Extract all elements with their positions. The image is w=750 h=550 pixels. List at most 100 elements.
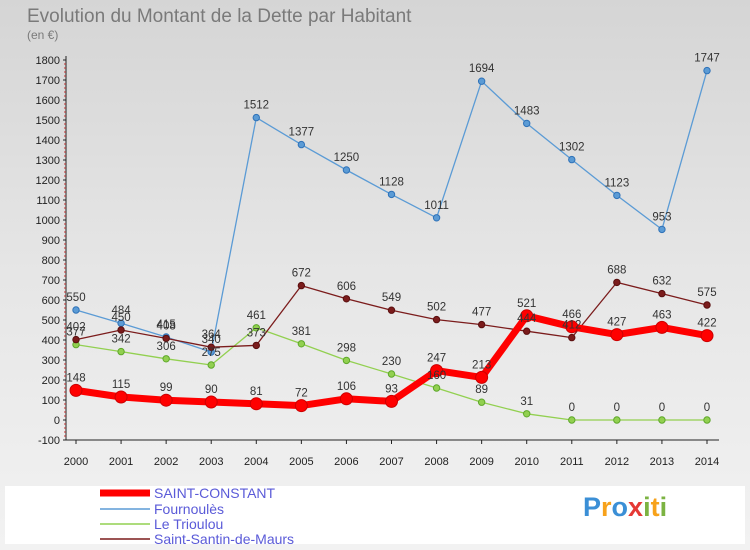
y-tick-label: 800 (42, 255, 60, 267)
data-label-1: 1512 (243, 100, 269, 112)
data-label-0: 106 (337, 381, 356, 393)
y-tick-label: 1500 (36, 115, 60, 127)
data-label-1: 340 (202, 334, 221, 346)
y-tick-label: 900 (42, 235, 60, 247)
data-label-1: 1128 (379, 176, 404, 188)
data-label-2: 0 (659, 402, 665, 414)
series-point-3 (162, 334, 170, 343)
x-tick-label: 2009 (469, 456, 493, 468)
data-label-3: 450 (111, 312, 130, 324)
series-point-3 (207, 343, 215, 351)
series-point-0 (294, 399, 308, 413)
y-tick-label: 500 (42, 315, 60, 327)
data-label-3: 408 (157, 320, 176, 332)
x-tick-label: 2010 (514, 456, 538, 468)
proxiti-logo: Proxiti (583, 492, 667, 522)
data-label-0: 247 (427, 353, 446, 365)
series-point-2 (432, 384, 441, 392)
data-label-1: 953 (652, 211, 671, 223)
legend-label-1: Fournoulès (154, 501, 224, 517)
data-label-1: 1747 (694, 53, 720, 65)
data-label-0: 466 (562, 309, 581, 321)
data-label-3: 477 (472, 307, 491, 319)
chart-title: Evolution du Montant de la Dette par Hab… (27, 6, 412, 27)
data-label-3: 575 (697, 287, 716, 299)
data-label-1: 1483 (514, 105, 540, 117)
series-point-3 (252, 341, 260, 350)
series-point-2 (252, 324, 260, 332)
data-label-3: 688 (607, 264, 626, 276)
series-point-2 (342, 356, 351, 365)
series-point-1 (252, 113, 260, 122)
data-label-3: 364 (202, 329, 222, 341)
data-label-0: 463 (652, 309, 671, 321)
x-tick-label: 2012 (605, 456, 629, 468)
data-label-0: 427 (607, 317, 626, 329)
y-tick-label: 300 (42, 355, 60, 367)
axes: -100010020030040050060070080090010001100… (36, 55, 720, 468)
series-point-2 (703, 416, 711, 424)
data-labels: 5504844153401512137712501128101116941483… (66, 53, 719, 414)
series-point-0 (655, 320, 669, 334)
series-point-1 (387, 190, 396, 199)
series-point-0 (159, 393, 173, 407)
y-tick-label: 1400 (36, 135, 60, 147)
series-point-2 (658, 416, 666, 424)
data-label-2: 306 (157, 341, 176, 353)
data-label-3: 373 (247, 327, 266, 339)
legend-label-3: Saint-Santin-de-Maurs (154, 531, 294, 547)
series-point-0 (700, 329, 714, 343)
series-point-2 (297, 340, 306, 348)
data-label-3: 672 (292, 268, 311, 280)
series-point-3 (703, 301, 711, 309)
x-tick-label: 2013 (650, 456, 674, 468)
data-label-3: 412 (562, 320, 581, 332)
series-point-0 (520, 309, 534, 323)
series-point-1 (658, 225, 666, 234)
series-point-0 (114, 390, 128, 404)
y-tick-label: 1300 (36, 155, 60, 167)
legend-label-0: SAINT-CONSTANT (154, 485, 276, 501)
series-point-2 (568, 416, 576, 424)
series-point-1 (477, 77, 486, 85)
series-point-0 (204, 395, 218, 409)
data-label-2: 89 (475, 384, 488, 396)
x-tick-label: 2014 (695, 456, 719, 468)
x-tick-label: 2001 (109, 456, 133, 468)
series-point-3 (432, 315, 441, 324)
data-label-1: 1694 (469, 63, 495, 75)
data-label-0: 90 (205, 384, 218, 396)
series-layer (69, 66, 714, 424)
data-label-2: 230 (382, 356, 401, 368)
data-label-2: 0 (614, 402, 620, 414)
series-point-3 (477, 320, 486, 329)
series-point-0 (610, 328, 624, 342)
series-point-0 (339, 392, 353, 406)
series-point-2 (613, 416, 621, 424)
x-tick-label: 2004 (244, 456, 268, 468)
series-point-0 (69, 383, 83, 397)
y-tick-label: 100 (42, 395, 60, 407)
data-label-0: 148 (66, 372, 85, 384)
data-label-1: 1011 (424, 200, 449, 212)
x-tick-label: 2000 (64, 456, 88, 468)
series-point-0 (475, 370, 489, 384)
y-tick-label: 1600 (36, 95, 60, 107)
series-point-3 (523, 327, 531, 335)
data-label-1: 1123 (604, 177, 629, 189)
series-point-3 (72, 335, 80, 344)
data-label-2: 0 (569, 402, 575, 414)
data-label-2: 377 (66, 327, 85, 339)
y-tick-label: -100 (38, 435, 60, 447)
data-label-1: 550 (66, 292, 85, 304)
data-label-2: 461 (247, 310, 266, 322)
logo-letter: o (612, 492, 629, 522)
series-point-2 (207, 361, 215, 369)
data-label-0: 422 (697, 318, 716, 330)
data-label-3: 632 (652, 276, 671, 288)
x-tick-label: 2007 (379, 456, 403, 468)
data-label-2: 381 (292, 326, 311, 338)
